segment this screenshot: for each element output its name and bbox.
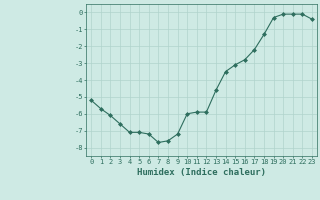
X-axis label: Humidex (Indice chaleur): Humidex (Indice chaleur): [137, 168, 266, 177]
